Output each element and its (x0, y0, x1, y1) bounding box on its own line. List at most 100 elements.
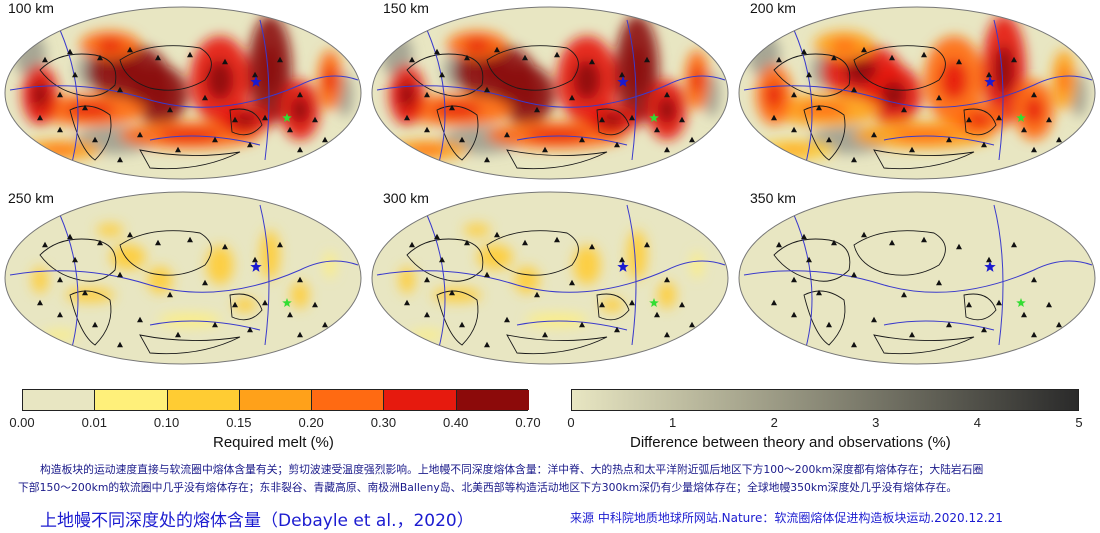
hotspot-triangle (861, 46, 867, 53)
hotspot-triangle (664, 331, 670, 338)
hotspot-triangle (434, 48, 440, 55)
hotspot-triangle (921, 236, 927, 243)
hotspot-triangle (222, 58, 228, 65)
melt-region-core (432, 102, 482, 118)
melt-tick-label: 0.70 (515, 415, 541, 430)
difference-colorbar (571, 389, 1079, 411)
hotspot-triangle (851, 271, 857, 278)
melt-region-core (463, 38, 491, 52)
coastline (773, 238, 851, 282)
hotspot-triangle (981, 326, 987, 333)
hotspot-triangle (629, 114, 635, 121)
hotspot-triangle (901, 106, 907, 113)
plate-boundary (883, 135, 995, 146)
hotspot-triangle (831, 54, 837, 61)
hotspot-triangle (776, 241, 782, 248)
hotspot-triangle (504, 131, 510, 138)
melt-region-core (627, 45, 647, 95)
coastline (139, 334, 241, 355)
melt-colorbar (22, 389, 529, 411)
hotspot-triangle (42, 56, 48, 63)
hotspot-triangle (986, 71, 992, 78)
hotspot-triangle (936, 94, 942, 101)
coastline (229, 293, 263, 321)
melt-colorbar-segment (384, 390, 457, 410)
hotspot-triangle (175, 331, 181, 338)
hotspot-triangle (484, 156, 490, 163)
hotspot-triangle (312, 116, 318, 123)
caption-line-2: 下部150～200km的软流圈中几乎没有熔体存在；东非裂谷、青藏高原、南极洲Ba… (18, 481, 958, 494)
melt-region-core (398, 81, 416, 109)
green-star-marker (1016, 298, 1026, 307)
green-star-marker (1016, 113, 1026, 122)
depth-label: 150 km (383, 0, 429, 16)
hotspot-triangle (534, 106, 540, 113)
hotspot-triangle (629, 299, 635, 306)
hotspot-triangle (504, 316, 510, 323)
melt-region (206, 245, 234, 285)
coastline (803, 105, 846, 161)
plate-boundary (743, 75, 1093, 108)
hotspot-triangle (654, 311, 660, 318)
melt-region (260, 230, 280, 280)
hotspot-triangle (956, 58, 962, 65)
melt-region-core (691, 66, 703, 94)
melt-region-core (658, 96, 676, 124)
hotspot-triangle (464, 54, 470, 61)
hotspot-triangle (816, 104, 822, 111)
hotspot-triangle (889, 54, 895, 61)
map-outline (738, 191, 1096, 365)
hotspot-triangle (1046, 301, 1052, 308)
coastline (506, 149, 608, 170)
plate-boundary (626, 204, 637, 346)
hotspot-triangle (689, 321, 695, 328)
melt-colorbar-segment (312, 390, 385, 410)
plate-boundary (149, 320, 261, 331)
hotspot-triangle (851, 86, 857, 93)
melt-region (600, 297, 624, 313)
depth-label: 200 km (750, 0, 796, 16)
hotspot-triangle (679, 301, 685, 308)
hotspot-triangle (297, 91, 303, 98)
mollweide-map (738, 191, 1096, 365)
hotspot-triangle (187, 51, 193, 58)
green-star-marker (649, 298, 659, 307)
hotspot-triangle (297, 331, 303, 338)
hotspot-triangle (946, 321, 952, 328)
hotspot-triangle (277, 56, 283, 63)
plate-boundary (9, 260, 359, 293)
hotspot-triangle (791, 276, 797, 283)
hotspot-triangle (614, 326, 620, 333)
hotspot-triangle (599, 116, 605, 123)
hotspot-triangle (67, 48, 73, 55)
melt-region-core (514, 81, 540, 109)
hotspot-triangle (664, 146, 670, 153)
hotspot-triangle (542, 331, 548, 338)
coastline (436, 290, 479, 346)
melt-region-core (291, 96, 309, 124)
hotspot-triangle (202, 94, 208, 101)
hotspot-triangle (459, 136, 465, 143)
coastline (229, 108, 263, 136)
hotspot-triangle (861, 231, 867, 238)
hotspot-triangle (464, 239, 470, 246)
coastline (39, 53, 117, 97)
coastline (773, 53, 851, 97)
hotspot-triangle (484, 271, 490, 278)
hotspot-triangle (831, 239, 837, 246)
hotspot-triangle (1056, 321, 1062, 328)
hotspot-triangle (424, 311, 430, 318)
hotspot-triangle (424, 276, 430, 283)
blue-star-marker (250, 261, 262, 272)
hotspot-triangle (322, 136, 328, 143)
hotspot-triangle (117, 271, 123, 278)
hotspot-triangle (262, 299, 268, 306)
hotspot-triangle (644, 56, 650, 63)
coastline (69, 105, 112, 161)
melt-tick-label: 0.00 (9, 415, 35, 430)
hotspot-triangle (137, 131, 143, 138)
hotspot-triangle (589, 58, 595, 65)
hotspot-triangle (449, 104, 455, 111)
map-panel: 200 km (734, 0, 1100, 180)
hotspot-triangle (569, 279, 575, 286)
